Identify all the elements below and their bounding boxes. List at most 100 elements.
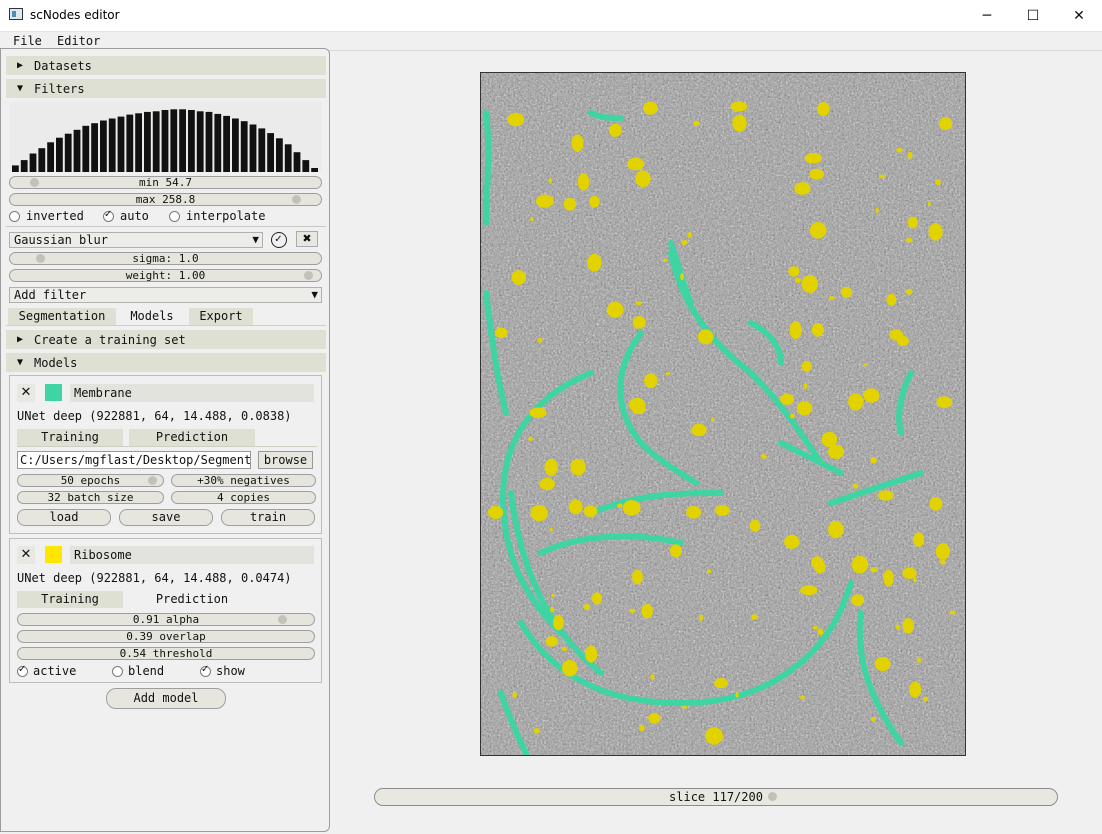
active-checkbox[interactable] [17, 664, 28, 677]
delete-model-button[interactable]: ✕ [17, 546, 35, 564]
filter-type-dropdown[interactable]: Gaussian blur ▼ [9, 232, 263, 248]
slice-slider[interactable]: slice 117/200 [374, 788, 1058, 806]
ribosome-blob [705, 727, 723, 745]
histogram-bar [135, 113, 142, 172]
auto-option[interactable]: auto [103, 209, 149, 223]
threshold-input[interactable]: 0.54 threshold [17, 647, 315, 660]
batch-size-input[interactable]: 32 batch size [17, 491, 164, 504]
model-path-input[interactable]: C:/Users/mgflast/Desktop/Segmentation [17, 451, 251, 469]
histogram-bar [205, 111, 213, 172]
active-option[interactable]: active [17, 664, 76, 678]
filters-header[interactable]: ▼ Filters [6, 79, 326, 98]
ribosome-blob [715, 505, 730, 516]
menu-editor[interactable]: Editor [57, 34, 101, 48]
tomogram-image[interactable] [481, 73, 965, 755]
ribosome-blob [577, 173, 590, 191]
membrane-segment [538, 533, 684, 556]
slice-value: slice 117/200 [669, 790, 763, 804]
slider-knob[interactable] [292, 195, 301, 204]
ribosome-blob [905, 237, 913, 243]
remove-filter-button[interactable]: ✖ [296, 231, 318, 247]
interpolate-option[interactable]: interpolate [169, 209, 265, 223]
model-name-field[interactable]: Ribosome [70, 546, 314, 564]
max-slider[interactable]: max 258.8 [9, 193, 322, 206]
datasets-header[interactable]: ▶ Datasets [6, 56, 326, 75]
slider-knob[interactable] [148, 476, 157, 485]
histogram-bar [179, 109, 186, 172]
tab-models[interactable]: Models [130, 309, 174, 323]
blend-checkbox[interactable] [112, 665, 123, 677]
ribosome-blob [874, 656, 891, 672]
delete-model-button[interactable]: ✕ [17, 384, 35, 402]
show-checkbox[interactable] [200, 664, 211, 677]
membrane-segment [483, 290, 509, 416]
auto-label: auto [120, 209, 149, 223]
inverted-checkbox[interactable] [9, 210, 20, 222]
histogram-bar [56, 137, 63, 172]
ribosome-blob [803, 383, 808, 390]
ribosome-blob [902, 567, 917, 579]
models-header[interactable]: ▼ Models [6, 353, 326, 372]
slider-knob[interactable] [768, 792, 777, 801]
maximize-button[interactable]: ☐ [1026, 7, 1040, 24]
tab-prediction[interactable]: Prediction [129, 429, 255, 446]
load-button[interactable]: load [17, 509, 111, 526]
ribosome-blob [641, 603, 653, 619]
auto-checkbox[interactable] [103, 209, 114, 222]
tab-prediction[interactable]: Prediction [155, 592, 229, 606]
overlap-input[interactable]: 0.39 overlap [17, 630, 315, 643]
save-button[interactable]: save [119, 509, 213, 526]
create-training-set-header[interactable]: ▶ Create a training set [6, 330, 326, 349]
train-button[interactable]: train [221, 509, 315, 526]
histogram-bar [91, 123, 98, 172]
copies-input[interactable]: 4 copies [171, 491, 316, 504]
histogram-bar [64, 133, 72, 172]
tab-export[interactable]: Export [189, 308, 253, 325]
blend-option[interactable]: blend [112, 664, 164, 678]
ribosome-blob [665, 372, 671, 376]
slider-knob[interactable] [304, 271, 313, 280]
ribosome-blob [875, 207, 879, 214]
add-model-button[interactable]: Add model [106, 688, 226, 709]
histogram-bar [47, 142, 54, 172]
epochs-slider[interactable]: 50 epochs [17, 474, 164, 487]
ribosome-blob [648, 712, 661, 724]
min-slider[interactable]: min 54.7 [9, 176, 322, 189]
histogram-bar [293, 152, 301, 172]
inverted-option[interactable]: inverted [9, 209, 84, 223]
min-value: min 54.7 [139, 176, 192, 189]
alpha-slider[interactable]: 0.91 alpha [17, 613, 315, 626]
ribosome-blob [916, 657, 922, 663]
negatives-input[interactable]: +30% negatives [171, 474, 316, 487]
membrane-segment [668, 240, 694, 306]
slider-knob[interactable] [30, 178, 39, 187]
ribosome-blob [788, 266, 800, 277]
tab-segmentation[interactable]: Segmentation [8, 308, 116, 325]
minimize-button[interactable]: ─ [982, 7, 992, 24]
enable-filter-button[interactable]: ✓ [268, 231, 289, 248]
slider-knob[interactable] [278, 615, 287, 624]
interpolate-checkbox[interactable] [169, 210, 180, 222]
slider-knob[interactable] [36, 254, 45, 263]
ribosome-blob [553, 614, 564, 631]
tab-training[interactable]: Training [17, 429, 123, 446]
image-noise [481, 73, 965, 755]
menu-file[interactable]: File [13, 34, 42, 48]
sigma-slider[interactable]: sigma: 1.0 [9, 252, 322, 265]
tomogram-view[interactable] [480, 72, 966, 756]
show-option[interactable]: show [200, 664, 245, 678]
model-color-swatch[interactable] [45, 384, 62, 401]
tab-training[interactable]: Training [17, 591, 123, 608]
model-name-field[interactable]: Membrane [70, 384, 314, 402]
ribosome-blob [562, 646, 567, 652]
close-button[interactable]: ✕ [1073, 7, 1085, 24]
add-filter-label: Add filter [14, 288, 87, 302]
divider [6, 226, 326, 227]
histogram-bar [267, 133, 274, 172]
model-color-swatch[interactable] [45, 546, 62, 563]
weight-slider[interactable]: weight: 1.00 [9, 269, 322, 282]
browse-button[interactable]: browse [258, 451, 313, 469]
add-filter-dropdown[interactable]: Add filter ▼ [9, 287, 322, 303]
ribosome-blob [809, 168, 825, 180]
histogram-bar [82, 125, 90, 172]
